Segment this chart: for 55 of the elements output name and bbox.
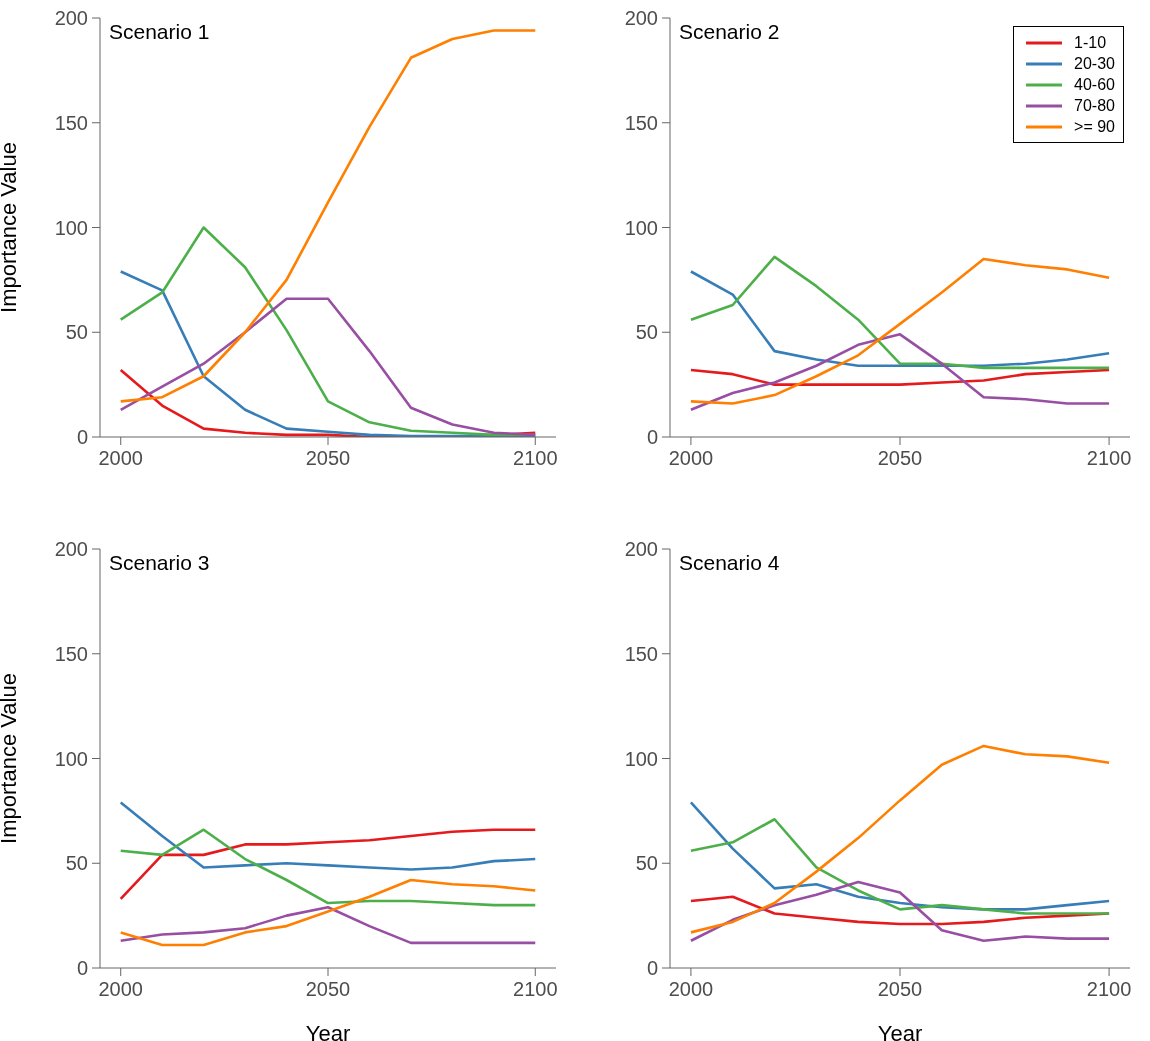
legend-label: 70-80 xyxy=(1074,96,1115,115)
chart-title: Scenario 4 xyxy=(679,551,780,575)
line-series xyxy=(119,878,537,947)
x-tick-label: 2000 xyxy=(668,447,714,470)
y-tick-label: 150 xyxy=(54,642,88,665)
x-tick-label: 2050 xyxy=(305,447,351,470)
x-axis-title: Year xyxy=(305,1021,351,1041)
x-tick-label: 2050 xyxy=(877,978,923,1001)
chart-title: Scenario 1 xyxy=(109,20,210,44)
y-axis-title: Importance Value xyxy=(0,142,21,313)
x-tick-label: 2100 xyxy=(513,978,558,1001)
y-tick-label: 50 xyxy=(65,321,88,344)
x-tick-label: 2000 xyxy=(98,978,143,1001)
chart-title: Scenario 2 xyxy=(679,20,780,44)
line-series xyxy=(689,817,1111,915)
y-tick-label: 50 xyxy=(635,852,658,875)
line-series xyxy=(119,801,537,871)
line-series xyxy=(689,744,1111,934)
y-tick-label: 100 xyxy=(54,747,88,770)
y-tick-label: 200 xyxy=(54,7,88,30)
chart-title: Scenario 3 xyxy=(109,551,210,575)
legend-label: >= 90 xyxy=(1074,117,1115,136)
y-tick-label: 0 xyxy=(646,957,658,980)
y-tick-label: 200 xyxy=(54,538,88,561)
y-tick-label: 100 xyxy=(54,216,88,239)
y-tick-label: 100 xyxy=(624,747,658,770)
y-tick-label: 150 xyxy=(624,642,658,665)
legend-label: 20-30 xyxy=(1074,54,1115,73)
x-tick-label: 2100 xyxy=(1086,447,1132,470)
y-tick-label: 100 xyxy=(624,216,658,239)
line-series xyxy=(689,880,1111,943)
x-axis-title: Year xyxy=(877,1021,923,1041)
y-tick-label: 50 xyxy=(65,852,88,875)
x-tick-label: 2050 xyxy=(877,447,923,470)
y-tick-label: 150 xyxy=(624,111,658,134)
y-tick-label: 200 xyxy=(624,538,658,561)
legend-label: 40-60 xyxy=(1074,75,1115,94)
line-series xyxy=(689,333,1111,412)
y-axis-title: Importance Value xyxy=(0,673,21,844)
x-tick-label: 2100 xyxy=(513,447,558,470)
y-tick-label: 0 xyxy=(76,426,88,449)
line-series xyxy=(689,257,1111,405)
y-tick-label: 200 xyxy=(624,7,658,30)
x-tick-label: 2000 xyxy=(668,978,714,1001)
line-series xyxy=(119,905,537,945)
x-tick-label: 2100 xyxy=(1086,978,1132,1001)
x-tick-label: 2050 xyxy=(305,978,351,1001)
y-tick-label: 0 xyxy=(76,957,88,980)
line-series xyxy=(119,297,537,437)
y-tick-label: 0 xyxy=(646,426,658,449)
legend-label: 1-10 xyxy=(1074,33,1107,52)
y-tick-label: 50 xyxy=(635,321,658,344)
y-tick-label: 150 xyxy=(54,111,88,134)
line-series xyxy=(689,368,1111,386)
x-tick-label: 2000 xyxy=(98,447,143,470)
